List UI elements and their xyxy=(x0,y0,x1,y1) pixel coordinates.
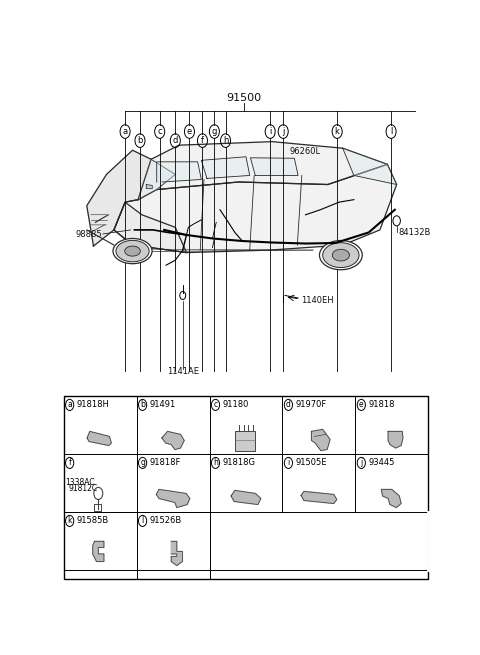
Text: b: b xyxy=(140,400,145,409)
Ellipse shape xyxy=(116,240,149,262)
Bar xyxy=(235,432,255,451)
Text: h: h xyxy=(213,458,218,468)
Text: e: e xyxy=(187,127,192,136)
Polygon shape xyxy=(156,162,202,182)
Text: j: j xyxy=(360,458,362,468)
Text: 91180: 91180 xyxy=(223,400,249,409)
Bar xyxy=(64,396,428,579)
Text: 93445: 93445 xyxy=(368,458,395,468)
Text: c: c xyxy=(214,400,217,409)
Text: i: i xyxy=(269,127,271,136)
Text: 1140EH: 1140EH xyxy=(301,296,334,305)
Text: d: d xyxy=(173,136,178,145)
Text: g: g xyxy=(212,127,217,136)
Polygon shape xyxy=(93,541,104,561)
Text: d: d xyxy=(286,400,291,409)
Polygon shape xyxy=(251,158,298,176)
Text: 91505E: 91505E xyxy=(296,458,327,468)
Text: 1338AC: 1338AC xyxy=(66,477,95,487)
Text: l: l xyxy=(142,516,144,525)
Polygon shape xyxy=(231,491,261,504)
Polygon shape xyxy=(114,164,396,253)
Polygon shape xyxy=(146,185,152,189)
Bar xyxy=(210,521,428,579)
Polygon shape xyxy=(343,148,396,185)
Text: 91818G: 91818G xyxy=(223,458,255,468)
Polygon shape xyxy=(114,202,186,253)
Polygon shape xyxy=(162,432,184,449)
Text: 91970F: 91970F xyxy=(296,400,327,409)
Text: 91818: 91818 xyxy=(368,400,395,409)
Text: a: a xyxy=(67,400,72,409)
Text: e: e xyxy=(359,400,364,409)
Polygon shape xyxy=(171,541,182,565)
Text: 91491: 91491 xyxy=(150,400,176,409)
Text: f: f xyxy=(201,136,204,145)
Text: 91812C: 91812C xyxy=(68,484,97,493)
Text: b: b xyxy=(137,136,143,145)
Polygon shape xyxy=(138,141,387,200)
Ellipse shape xyxy=(113,238,152,264)
Text: f: f xyxy=(68,458,71,468)
Text: k: k xyxy=(67,516,72,525)
Text: 91585B: 91585B xyxy=(77,516,109,525)
Text: 91500: 91500 xyxy=(227,93,262,103)
Text: k: k xyxy=(335,127,339,136)
Text: 91526B: 91526B xyxy=(150,516,182,525)
Text: l: l xyxy=(390,127,392,136)
Text: c: c xyxy=(157,127,162,136)
Text: 98885: 98885 xyxy=(75,231,102,240)
Text: g: g xyxy=(140,458,145,468)
Ellipse shape xyxy=(125,246,140,256)
Text: 84132B: 84132B xyxy=(398,228,431,237)
Text: j: j xyxy=(282,127,284,136)
Text: a: a xyxy=(122,127,128,136)
Polygon shape xyxy=(87,150,151,246)
Ellipse shape xyxy=(323,243,359,267)
Text: i: i xyxy=(288,458,289,468)
Ellipse shape xyxy=(320,240,362,270)
Polygon shape xyxy=(382,489,401,508)
Text: 1141AE: 1141AE xyxy=(167,367,199,375)
Polygon shape xyxy=(138,159,175,200)
Text: h: h xyxy=(223,136,228,145)
Polygon shape xyxy=(312,430,330,451)
Text: 91818H: 91818H xyxy=(77,400,109,409)
Polygon shape xyxy=(388,432,403,448)
Polygon shape xyxy=(87,432,111,445)
Ellipse shape xyxy=(332,250,349,261)
Text: 91818F: 91818F xyxy=(150,458,181,468)
Text: 96260L: 96260L xyxy=(290,147,321,156)
Polygon shape xyxy=(156,489,190,508)
Polygon shape xyxy=(202,157,250,178)
Polygon shape xyxy=(301,491,337,504)
